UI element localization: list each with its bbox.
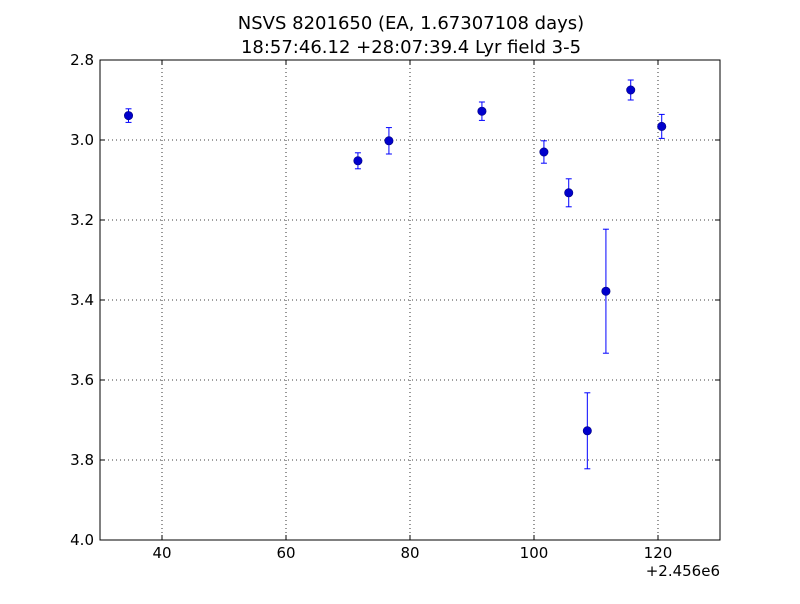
axes: 40 60 80 100 120 2.8 3.0 3.2 3.4 3.6 3.8 4.0: [70, 51, 720, 562]
data-marker: [477, 106, 487, 116]
data-point: [477, 101, 487, 121]
data-marker: [626, 85, 636, 95]
data-marker: [384, 136, 394, 146]
data-marker: [539, 147, 549, 157]
data-marker: [564, 188, 574, 198]
x-tick-label: 40: [152, 544, 171, 562]
y-tick-label: 3.0: [70, 131, 94, 149]
data-point: [601, 228, 611, 354]
y-tick-label: 2.8: [70, 51, 94, 69]
data-point: [353, 152, 363, 170]
data-point: [657, 113, 667, 139]
data-marker: [124, 111, 134, 121]
x-tick-label: 80: [400, 544, 419, 562]
x-offset-label: +2.456e6: [646, 562, 720, 580]
data-marker: [582, 426, 592, 436]
y-tick-label: 3.4: [70, 291, 94, 309]
data-point: [124, 108, 134, 123]
data-point: [582, 392, 592, 470]
y-tick-label: 3.6: [70, 371, 94, 389]
x-tick-label: 100: [520, 544, 549, 562]
x-tick-label: 60: [276, 544, 295, 562]
chart-title-line1: NSVS 8201650 (EA, 1.67307108 days): [238, 13, 584, 34]
y-tick-label: 3.2: [70, 211, 94, 229]
data-points: [124, 79, 667, 470]
data-point: [564, 178, 574, 208]
grid-lines: [100, 59, 720, 541]
y-tick-label: 3.8: [70, 451, 94, 469]
y-tick-label: 4.0: [70, 531, 94, 549]
x-tick-label: 120: [644, 544, 673, 562]
data-marker: [353, 156, 363, 166]
data-point: [384, 127, 394, 155]
chart-title-line2: 18:57:46.12 +28:07:39.4 Lyr field 3-5: [241, 37, 581, 58]
data-marker: [657, 121, 667, 131]
data-point: [626, 79, 636, 101]
data-point: [539, 140, 549, 164]
data-marker: [601, 286, 611, 296]
